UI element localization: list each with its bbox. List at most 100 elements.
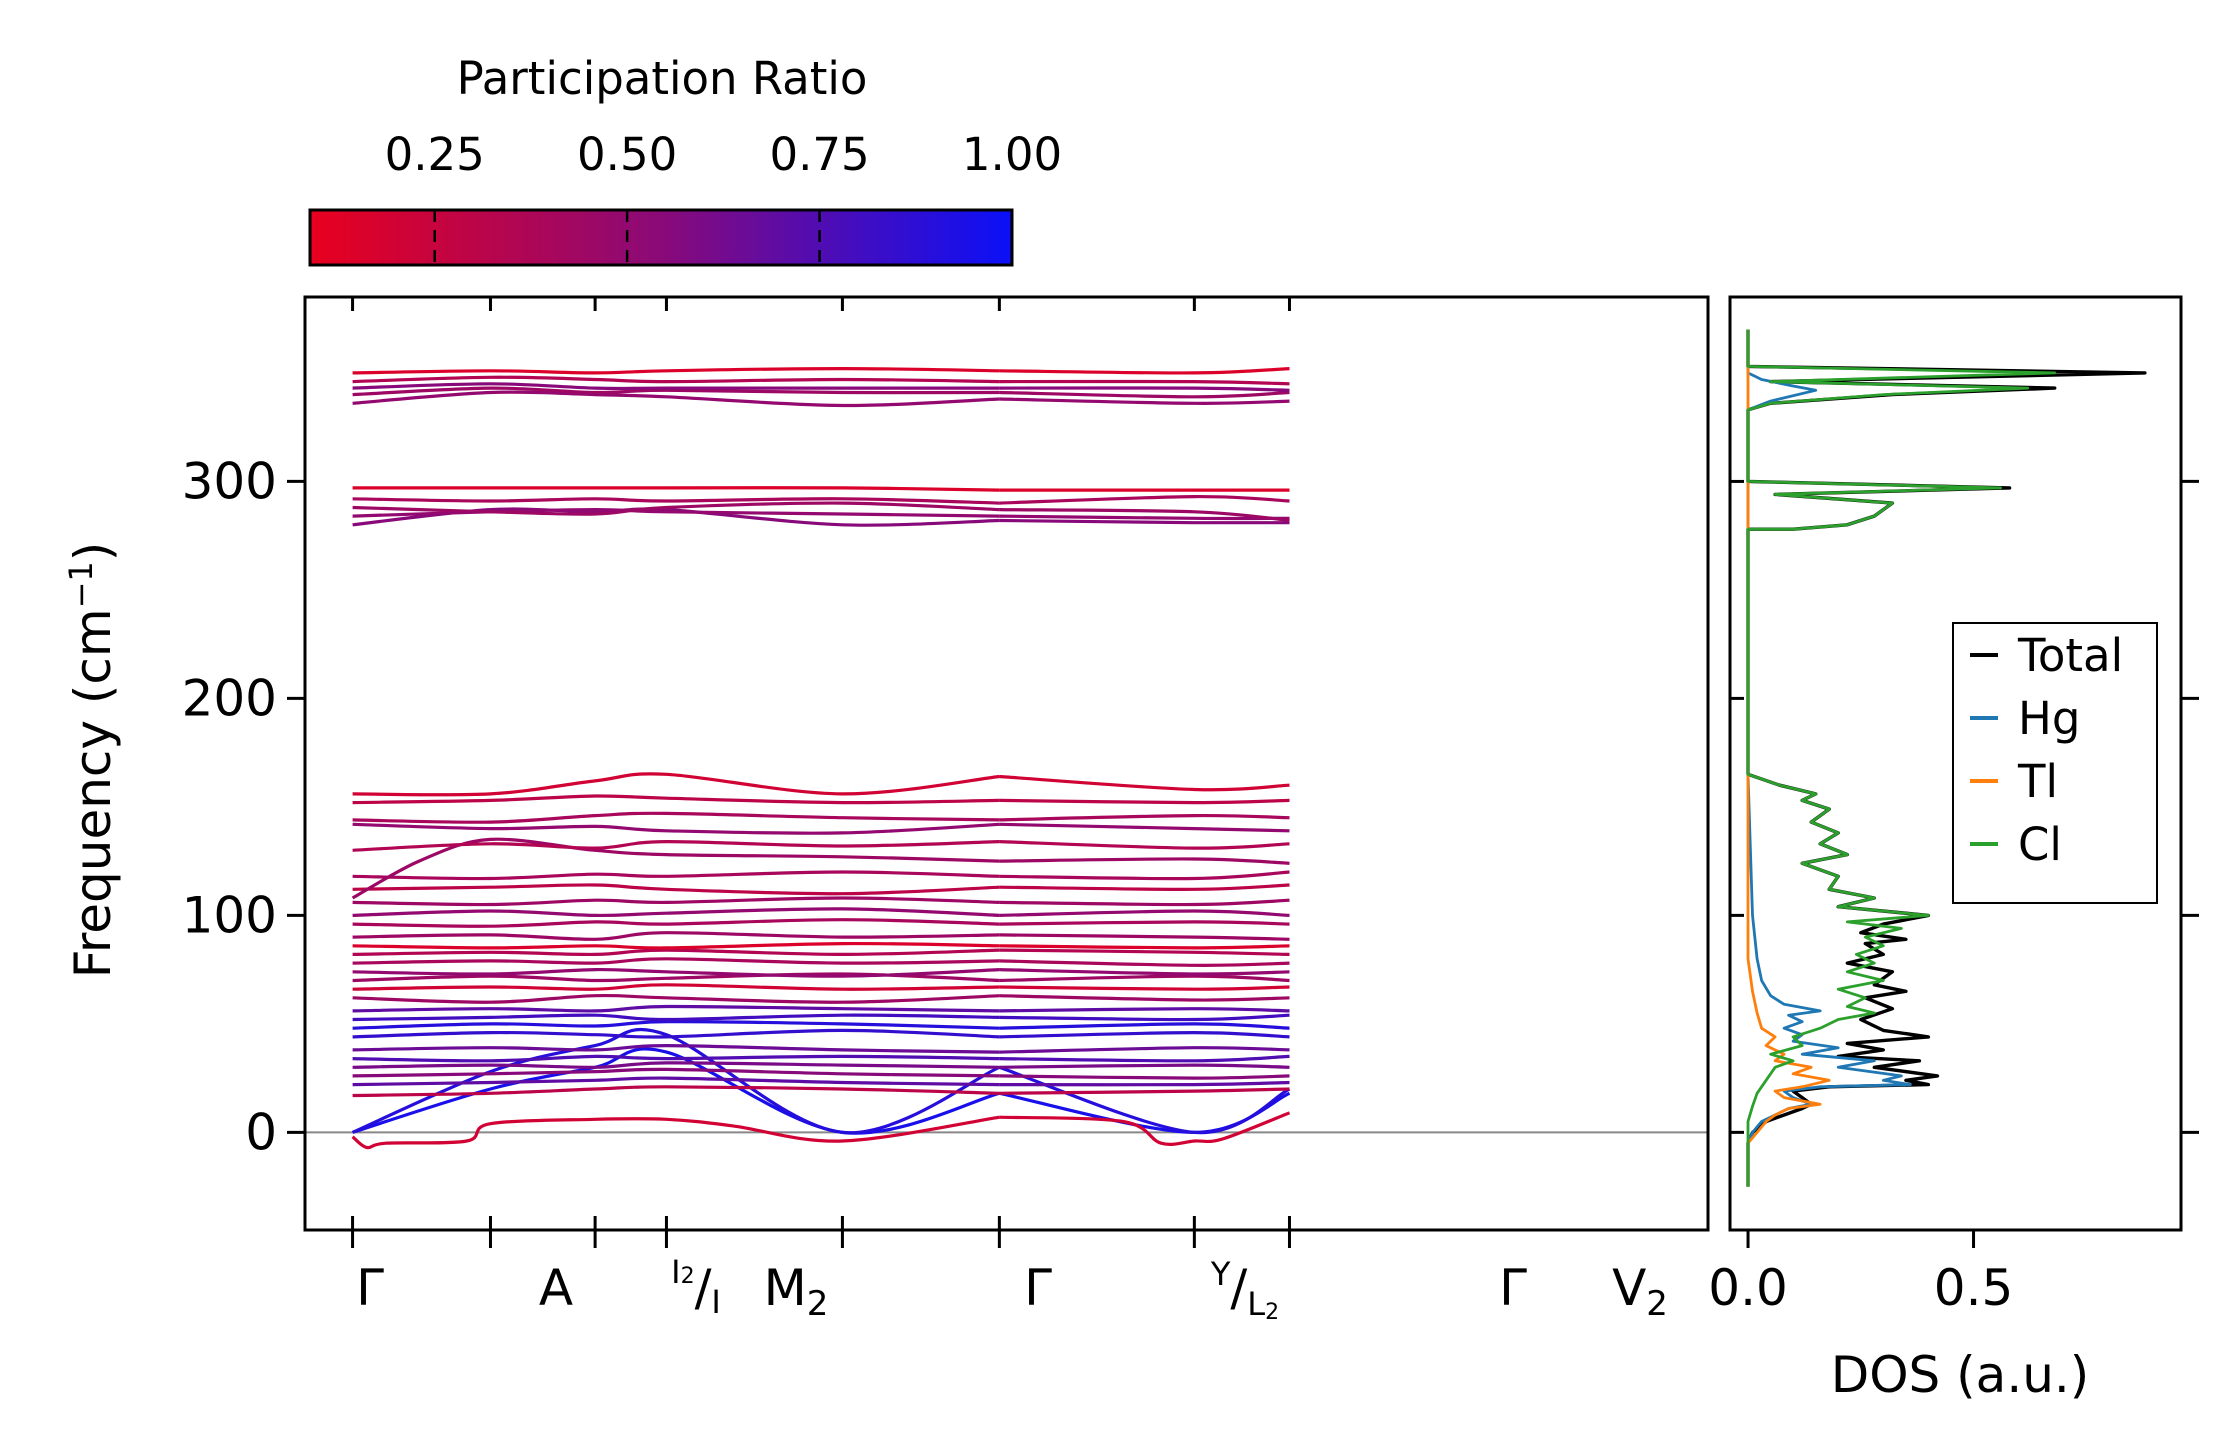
band-line: [352, 993, 1000, 1004]
dos-x-tick-labels: 0.0 0.5: [1708, 1259, 2013, 1317]
band-line: [999, 948, 1290, 956]
band-line: [999, 367, 1290, 375]
dos-x-tick-label: 0.5: [1934, 1259, 2014, 1317]
band-line: [999, 883, 1290, 891]
band-line: [352, 1061, 1000, 1069]
x-tick-label-I2-I: I2/I: [671, 1253, 721, 1321]
band-line: [999, 870, 1290, 881]
band-line: [999, 494, 1290, 505]
band-line: [999, 774, 1290, 792]
x-tick-label-A: A: [539, 1259, 573, 1317]
band-line: [999, 1111, 1291, 1146]
dos-tick-marks: [1730, 479, 2199, 1248]
colorbar: Participation Ratio 0.25 0.50 0.75 1.00: [308, 52, 1062, 267]
band-line: [999, 1031, 1290, 1039]
band-line: [999, 1080, 1290, 1087]
band-line: [999, 1063, 1290, 1069]
x-tick-label-L-sub: 2: [1265, 1300, 1279, 1325]
legend-frame: [1952, 622, 2158, 904]
band-y-tick-label: 300: [182, 452, 277, 510]
band-y-tick-label: 100: [182, 886, 277, 944]
band-line: [352, 1044, 1000, 1054]
band-structure-panel: 0 100 200 300 Frequency (cm−1) Γ A I2/I M2 …: [62, 295, 1710, 1325]
band-line: [352, 486, 1000, 492]
x-tick-label-I-letter: I: [711, 1283, 720, 1321]
band-line: [999, 1054, 1290, 1063]
x-tick-label-slash: /: [695, 1259, 712, 1317]
band-y-tick-labels: 0 100 200 300: [182, 452, 277, 1161]
band-line: [352, 501, 1000, 516]
y-axis-label-sup: −1: [62, 561, 100, 608]
x-tick-label-gamma-3: Γ: [1499, 1259, 1527, 1317]
band-line: [999, 857, 1290, 865]
band-line: [352, 1054, 1000, 1063]
band-line: [999, 944, 1290, 950]
dos-line-tl: [1746, 329, 1831, 1187]
band-line: [352, 839, 1000, 852]
band-line: [999, 508, 1290, 523]
dos-axes-frame: [1728, 295, 2183, 1232]
band-line: [352, 382, 1000, 391]
band-line: [999, 898, 1290, 907]
x-tick-label-M-letter: M: [764, 1259, 807, 1317]
dos-x-tick-label: 0.0: [1708, 1259, 1788, 1317]
band-line: [999, 798, 1290, 805]
band-line: [999, 813, 1290, 822]
x-tick-label-Y-L2: Y/L2: [1210, 1255, 1279, 1325]
band-line: [352, 386, 1000, 397]
colorbar-gradient: [308, 208, 1014, 267]
band-line: [999, 386, 1290, 392]
dos-legend: Total Hg Tl Cl: [1952, 622, 2158, 904]
band-line: [999, 920, 1290, 926]
band-y-tick-label: 0: [245, 1103, 277, 1161]
band-line: [352, 811, 1000, 824]
x-tick-labels: Γ A I2/I M2 Γ Y/L2 Γ V2: [356, 1253, 1668, 1325]
band-line: [999, 1007, 1290, 1013]
band-line: [998, 1065, 1291, 1135]
band-line: [999, 390, 1290, 399]
x-tick-label-V2: V2: [1612, 1259, 1668, 1324]
band-line: [999, 1074, 1290, 1080]
band-line: [352, 1004, 1000, 1013]
legend-label-total: Total: [2017, 629, 2123, 682]
x-tick-label-gamma-2: Γ: [1024, 1259, 1052, 1317]
band-lines: [351, 367, 1291, 1150]
band-line: [999, 974, 1290, 983]
band-line: [999, 1013, 1290, 1022]
band-line: [999, 933, 1290, 941]
y-axis-label-tail: ): [64, 542, 122, 562]
band-axes-frame: [303, 295, 1710, 1232]
band-line: [352, 870, 1000, 881]
band-line: [351, 837, 1000, 900]
band-line: [999, 840, 1290, 850]
x-tick-label-slash-2: /: [1230, 1259, 1247, 1317]
dos-lines: [1746, 329, 2147, 1187]
y-axis-label-main: Frequency (cm: [64, 608, 122, 978]
band-line: [351, 1027, 1001, 1135]
band-line: [352, 375, 1000, 384]
colorbar-tick-label: 0.75: [769, 128, 869, 181]
band-line: [352, 896, 1000, 907]
band-line: [352, 883, 1000, 896]
colorbar-ticks: 0.25 0.50 0.75 1.00: [385, 128, 1062, 265]
colorbar-label: Participation Ratio: [457, 52, 868, 105]
x-tick-label-M-sub: 2: [807, 1284, 829, 1324]
band-line: [999, 1046, 1290, 1054]
band-line: [999, 959, 1290, 967]
band-line: [352, 907, 1000, 918]
x-tick-label-I2-letter: I: [671, 1253, 680, 1291]
band-line: [352, 1013, 1000, 1022]
band-line: [352, 794, 1000, 805]
band-line: [999, 909, 1290, 917]
dos-x-axis-label: DOS (a.u.): [1831, 1346, 2090, 1404]
legend-label-hg: Hg: [2018, 692, 2080, 745]
x-tick-label-I2-sub: 2: [681, 1264, 695, 1289]
band-line: [352, 967, 1000, 978]
band-line: [999, 379, 1290, 386]
band-line: [352, 1076, 1000, 1087]
band-line: [999, 985, 1290, 991]
band-line: [999, 994, 1290, 1002]
x-tick-label-L-letter: L: [1247, 1285, 1265, 1323]
band-line: [999, 1022, 1290, 1030]
